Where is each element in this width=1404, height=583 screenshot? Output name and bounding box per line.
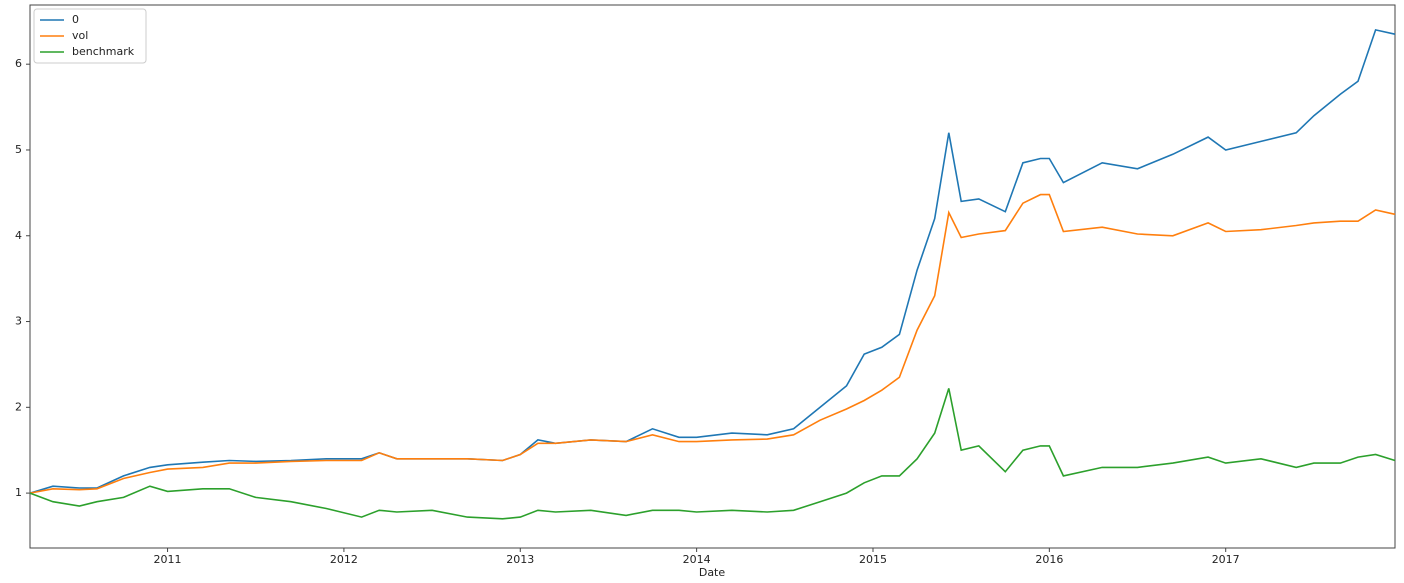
legend-label: 0 <box>72 13 79 26</box>
legend-label: vol <box>72 29 88 42</box>
x-tick-label: 2011 <box>154 553 182 566</box>
y-tick-label: 1 <box>15 486 22 499</box>
line <box>29 388 1396 520</box>
y-tick-label: 3 <box>15 315 22 328</box>
y-tick-label: 5 <box>15 143 22 156</box>
x-tick-label: 2014 <box>683 553 711 566</box>
y-tick-label: 4 <box>15 229 22 242</box>
y-tick-label: 2 <box>15 400 22 413</box>
legend-box <box>33 8 147 64</box>
line <box>29 193 1396 494</box>
x-axis-label: Date <box>699 566 726 579</box>
x-tick-label: 2015 <box>859 553 887 566</box>
x-tick-label: 2017 <box>1212 553 1240 566</box>
y-tick-label: 6 <box>15 57 22 70</box>
line <box>29 28 1396 494</box>
plot-frame <box>29 4 1396 549</box>
x-tick-label: 2016 <box>1035 553 1063 566</box>
x-tick-label: 2013 <box>506 553 534 566</box>
legend-label: benchmark <box>72 45 135 58</box>
x-tick-label: 2012 <box>330 553 358 566</box>
